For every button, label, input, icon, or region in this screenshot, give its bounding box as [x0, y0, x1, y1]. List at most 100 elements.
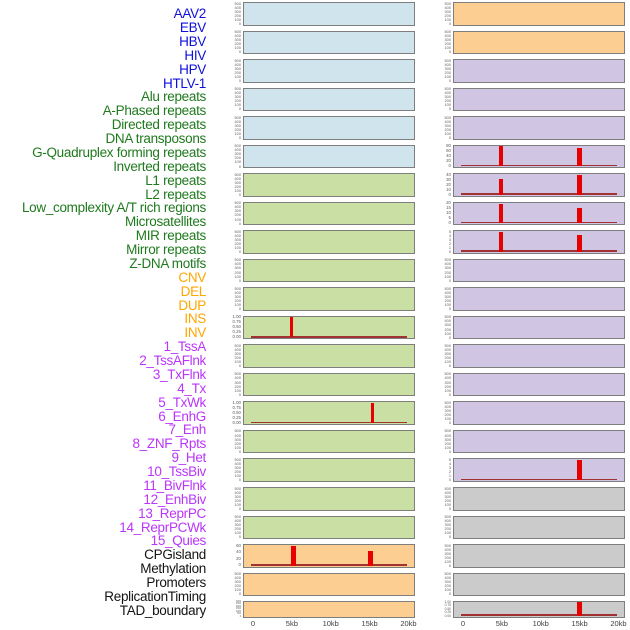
y-tick-label: 500	[234, 57, 241, 63]
y-tick-label: 0	[448, 391, 451, 397]
y-tick-label: 100	[444, 16, 451, 22]
y-axis-ticks: 500 400 300 200 100 0	[223, 57, 241, 84]
y-axis-ticks: 40 30 20 10 0	[433, 172, 451, 198]
y-tick-label: 300	[444, 550, 451, 556]
row-label: CNV	[178, 269, 206, 285]
signal-spike	[498, 146, 503, 167]
y-tick-label: 1.00	[232, 399, 241, 405]
track-panel	[453, 59, 625, 83]
y-tick-label: 200	[234, 126, 241, 132]
y-tick-label: 200	[234, 41, 241, 47]
y-tick-label: 300	[234, 94, 241, 100]
y-tick-label: 0	[238, 534, 241, 540]
row-label: 5_TxWk	[158, 394, 206, 410]
y-tick-label: 500	[234, 0, 241, 6]
y-tick-label: 20	[446, 181, 451, 187]
y-tick-label: 500	[234, 342, 241, 348]
y-tick-label: 300	[444, 579, 451, 585]
row-label: Alu repeats	[141, 89, 206, 105]
y-tick-label: 100	[234, 216, 241, 222]
track-panel	[243, 372, 415, 397]
y-tick-label: 200	[444, 126, 451, 132]
y-tick-label: 400	[234, 61, 241, 67]
y-tick-label: 0	[448, 363, 451, 369]
y-tick-label: 0	[238, 363, 241, 369]
y-tick-label: 500	[444, 57, 451, 63]
y-tick-label: 100	[234, 45, 241, 51]
signal-baseline	[460, 614, 618, 616]
y-tick-label: 100	[234, 245, 241, 251]
track-panel	[453, 315, 625, 340]
y-tick-label: 200	[444, 583, 451, 589]
row-label: DEL	[180, 283, 207, 299]
row-label: 3_TxFlnk	[152, 366, 206, 382]
y-tick-label: 500	[444, 514, 451, 520]
y-axis-ticks: 500 400 300 200 100 0	[433, 29, 451, 55]
y-tick-label: 0.00	[232, 419, 241, 425]
y-tick-label: 500	[234, 485, 241, 491]
signal-spike	[577, 460, 583, 480]
y-tick-label: 500	[444, 399, 451, 405]
y-axis-ticks: 1.00 0.75 0.50 0.25 0.00	[223, 399, 241, 426]
y-tick-label: 300	[234, 122, 241, 128]
y-axis-ticks: 500 400 300 200 100 0	[433, 572, 451, 597]
row-label: INV	[184, 325, 206, 341]
y-axis-ticks: 500 400 300 200 100 0	[433, 114, 451, 141]
y-axis-ticks: 500 400 300 200 100 0	[223, 0, 241, 27]
y-tick-label: 80	[446, 143, 451, 149]
y-tick-label: 200	[444, 526, 451, 532]
y-tick-label: 100	[444, 302, 451, 308]
track-panel	[243, 401, 415, 425]
row-label: INS	[184, 311, 206, 327]
y-tick-label: 300	[234, 465, 241, 471]
y-tick-label: 200	[234, 269, 241, 275]
y-tick-label: 500	[444, 542, 451, 548]
y-tick-label: 500	[444, 114, 451, 120]
y-axis-ticks: 500 400 300 200 100 0	[223, 485, 241, 512]
y-tick-label: 400	[234, 33, 241, 39]
track-panel	[243, 144, 415, 169]
y-tick-label: 1.00	[444, 599, 451, 604]
y-tick-label: 0	[238, 477, 241, 483]
track-panel	[243, 30, 415, 55]
track-panel	[453, 458, 625, 482]
y-tick-label: 0	[238, 277, 241, 283]
y-tick-label: 100	[444, 558, 451, 564]
y-tick-label: 400	[444, 4, 451, 10]
y-tick-label: 2500	[235, 603, 241, 606]
y-tick-label: 0	[448, 20, 451, 26]
row-label: 15_Quies	[150, 533, 207, 549]
row-label: Directed repeats	[111, 117, 207, 133]
y-tick-label: 100	[444, 359, 451, 365]
y-tick-label: 4	[448, 232, 451, 238]
track-panel	[453, 515, 625, 540]
y-tick-label: 0.50	[232, 324, 241, 330]
x-axis-tick-label: 20kb	[400, 618, 417, 628]
y-tick-label: 100	[234, 530, 241, 536]
y-tick-label: 0	[238, 249, 241, 255]
y-tick-label: 400	[234, 175, 241, 181]
track-panel	[453, 429, 625, 454]
row-label: Inverted repeats	[113, 158, 206, 174]
track-panel	[243, 2, 415, 26]
y-tick-label: 300	[444, 94, 451, 100]
y-tick-label: 20	[236, 555, 241, 561]
y-tick-label: 0.50	[444, 606, 451, 611]
y-axis-ticks: 500 400 300 200 100 0	[433, 57, 451, 84]
row-label: 13_ReprPC	[138, 505, 206, 521]
y-tick-label: 300	[444, 322, 451, 328]
y-tick-label: 5	[448, 456, 451, 462]
y-axis-ticks: 1.00 0.75 0.50 0.25 0.00	[223, 315, 241, 340]
y-tick-label: 100	[444, 444, 451, 450]
y-tick-label: 300	[234, 8, 241, 14]
y-tick-label: 500	[444, 285, 451, 291]
y-tick-label: 400	[234, 261, 241, 267]
y-tick-label: 60	[446, 148, 451, 154]
y-tick-label: 400	[444, 346, 451, 352]
y-axis-ticks: 500 400 300 200 100 0	[433, 514, 451, 540]
y-tick-label: 400	[234, 118, 241, 124]
y-tick-label: 500	[237, 613, 241, 616]
y-axis-ticks: 500 400 300 200 100 0	[433, 86, 451, 112]
y-tick-label: 3	[448, 236, 451, 242]
